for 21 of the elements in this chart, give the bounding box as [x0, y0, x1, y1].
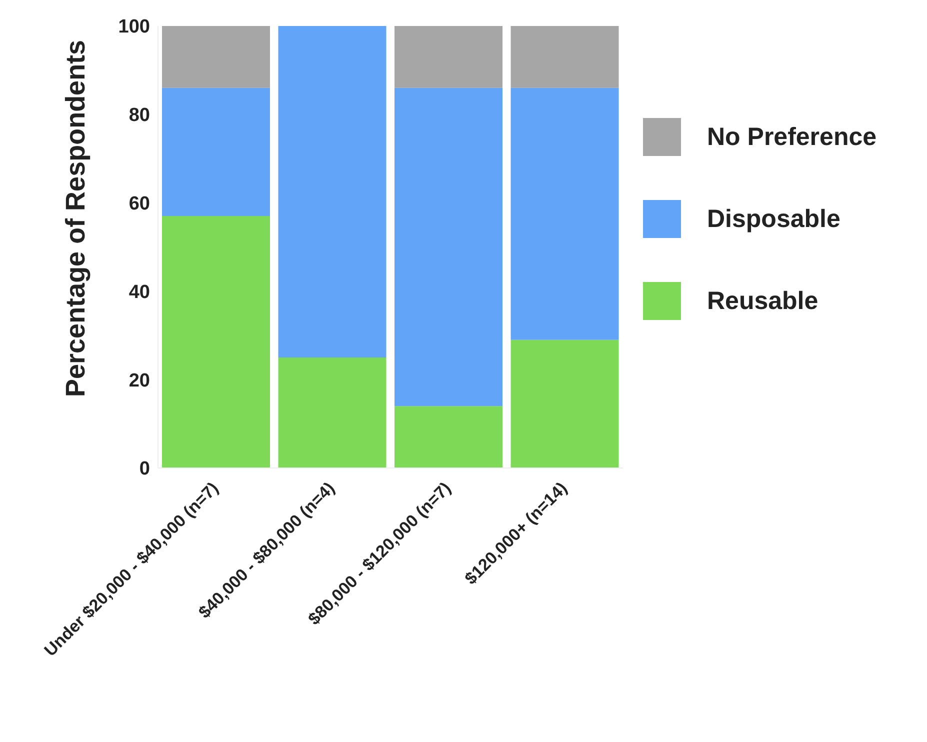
bar — [510, 88, 619, 340]
legend-label: Reusable — [707, 286, 818, 316]
bar — [162, 88, 270, 216]
legend-label: No Preference — [707, 122, 877, 152]
y-tick-label: 0 — [139, 458, 150, 480]
bar — [162, 26, 270, 88]
y-tick-label: 40 — [128, 282, 150, 303]
bar — [510, 340, 619, 468]
bar — [394, 406, 502, 468]
legend-label: Disposable — [707, 204, 840, 234]
bar — [278, 358, 386, 468]
bar — [162, 216, 270, 468]
y-tick-label: 20 — [128, 370, 150, 392]
bar — [394, 88, 502, 406]
bar — [394, 26, 502, 88]
bar — [510, 26, 619, 88]
y-tick-label: 100 — [118, 16, 150, 38]
y-axis-title: Percentage of Respondents — [60, 40, 91, 397]
y-tick-label: 80 — [128, 105, 150, 126]
y-tick-label: 60 — [128, 194, 150, 215]
bar — [278, 26, 386, 358]
